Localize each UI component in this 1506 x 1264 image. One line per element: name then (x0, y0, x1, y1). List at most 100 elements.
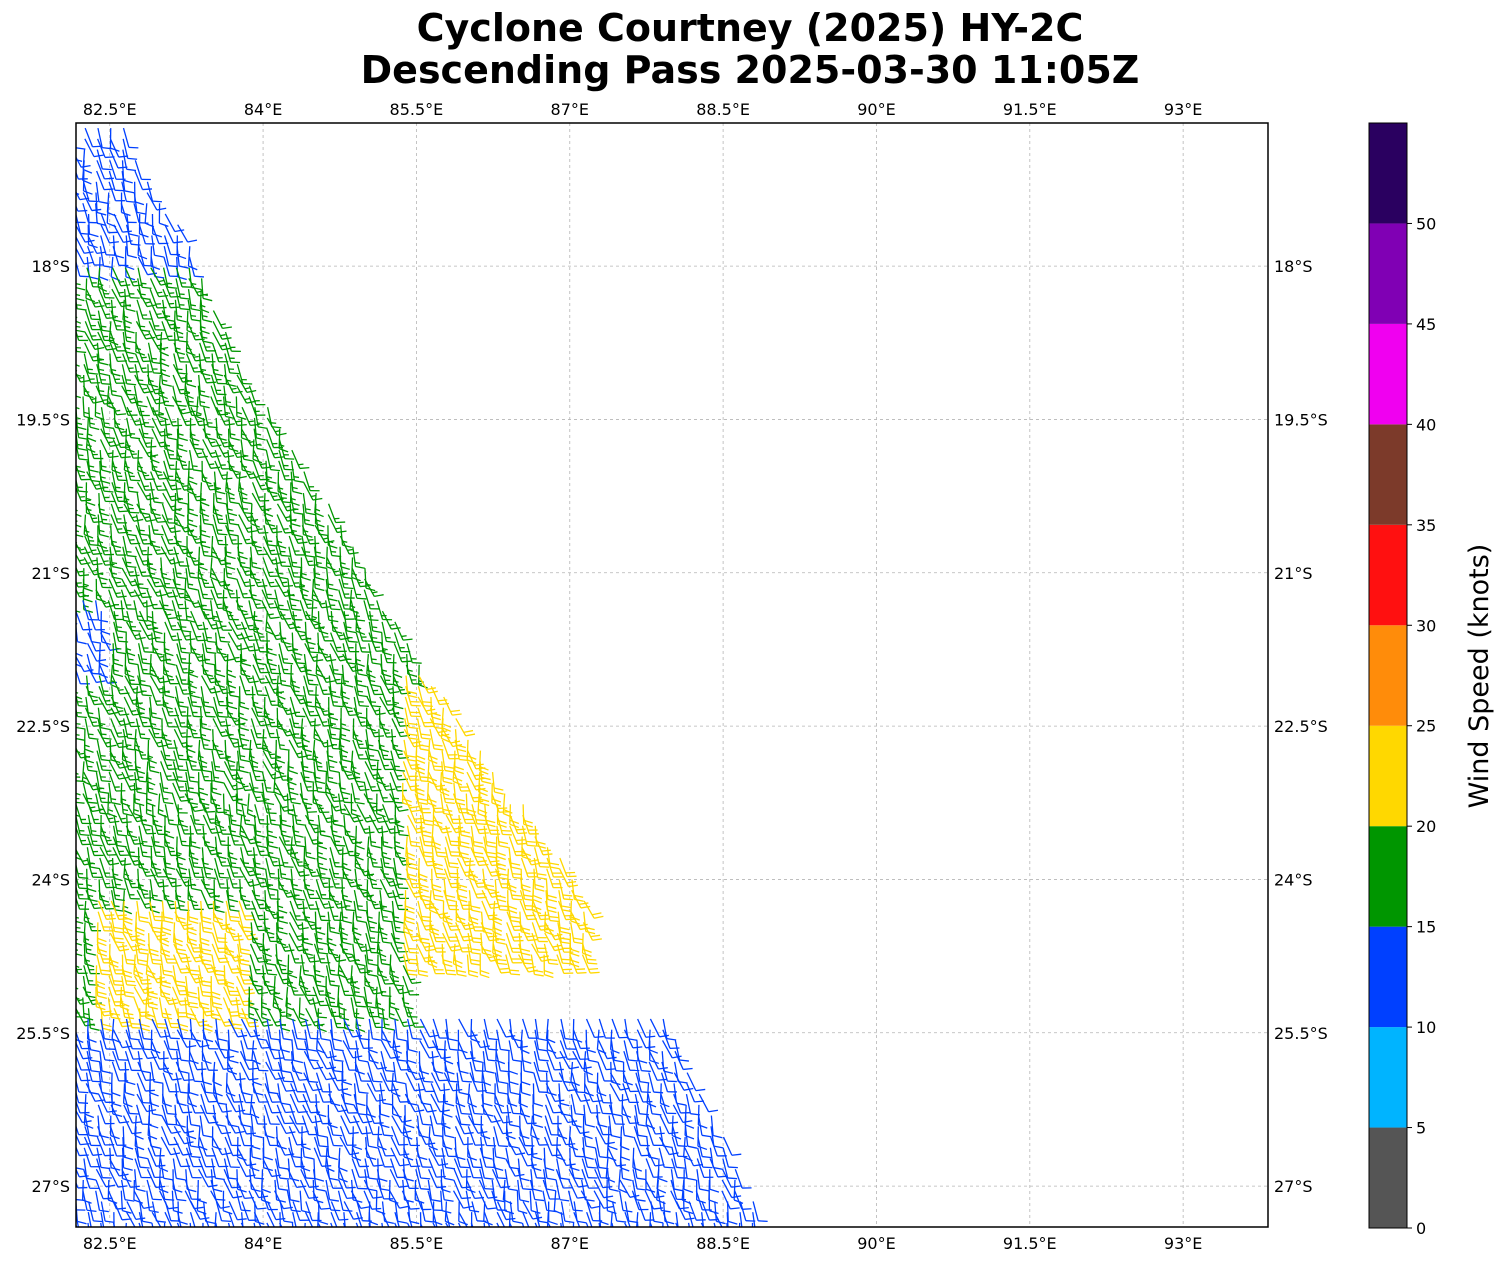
wind-barb (136, 696, 150, 720)
wind-barb (402, 761, 420, 781)
wind-barb (185, 557, 200, 579)
wind-barb (275, 954, 292, 975)
wind-barb (98, 654, 108, 679)
wind-barb (325, 568, 338, 591)
wind-barb (175, 675, 193, 695)
wind-barb (85, 503, 103, 523)
wind-barb (393, 857, 407, 880)
wind-barb (185, 954, 201, 976)
wind-barb (99, 846, 120, 866)
wind-barb (137, 664, 151, 687)
wind-barb (197, 589, 212, 611)
wind-barb (112, 836, 130, 856)
lon-tick-label-bottom: 87°E (551, 1234, 589, 1253)
wind-barb (467, 922, 483, 944)
wind-barb (159, 385, 175, 407)
wind-barb (240, 439, 254, 462)
wind-barb (100, 213, 118, 234)
wind-barb (150, 664, 170, 684)
wind-barb (237, 933, 251, 956)
wind-barb (211, 954, 226, 977)
wind-barb (496, 814, 512, 836)
wind-barb (121, 965, 137, 987)
wind-barb (343, 611, 357, 634)
wind-barb (161, 911, 172, 936)
wind-barb (543, 943, 559, 965)
wind-barb (146, 772, 158, 796)
wind-barb (185, 568, 198, 591)
wind-barb (227, 825, 245, 846)
wind-barb (366, 653, 376, 679)
wind-barb (201, 857, 216, 880)
wind-barb (237, 739, 250, 763)
wind-barb (149, 879, 163, 902)
wind-barb (184, 986, 199, 1009)
wind-barb (394, 621, 413, 641)
wind-barb (188, 868, 201, 891)
wind-barb (123, 696, 143, 716)
wind-barb (556, 954, 574, 975)
wind-barb (99, 450, 112, 473)
wind-barb (187, 493, 199, 517)
wind-barb (265, 847, 284, 867)
wind-barb (76, 814, 80, 817)
wind-barb (83, 954, 100, 975)
wind-barb (301, 922, 313, 946)
wind-barb (225, 890, 240, 912)
wind-barb (545, 900, 560, 923)
wind-barb (122, 353, 140, 373)
wind-barb (304, 836, 316, 860)
wind-barb (338, 589, 354, 610)
wind-barb (253, 428, 267, 451)
wind-barb (76, 463, 91, 481)
wind-barb (111, 868, 126, 890)
wind-barb (366, 686, 382, 708)
wind-barb (351, 975, 365, 998)
wind-barb (187, 889, 204, 911)
wind-barb (240, 643, 252, 667)
wind-barb (236, 750, 249, 774)
wind-barb (108, 578, 127, 598)
wind-barb (146, 589, 164, 610)
wind-barb (149, 278, 169, 298)
wind-barb (483, 825, 497, 848)
wind-barb (82, 396, 94, 420)
wind-barb (468, 890, 481, 913)
lon-tick-label-bottom: 85.5°E (390, 1234, 444, 1253)
wind-barb (228, 804, 242, 827)
wind-barb (375, 793, 386, 818)
wind-barb (403, 932, 419, 954)
wind-barb (98, 482, 115, 503)
wind-barb (110, 911, 124, 934)
wind-barb (150, 857, 167, 878)
wind-barb (377, 739, 394, 761)
wind-barb (86, 857, 103, 879)
wind-barb (177, 814, 194, 835)
wind-barb (379, 686, 397, 706)
wind-barb (253, 417, 266, 441)
wind-barb (314, 932, 329, 955)
wind-barb (391, 922, 405, 945)
wind-barb (148, 514, 164, 536)
wind-barb (134, 374, 154, 394)
wind-barb (338, 761, 359, 780)
wind-barb (212, 525, 229, 546)
wind-barb (378, 922, 393, 944)
wind-barb (200, 278, 213, 302)
wind-barb (87, 213, 99, 238)
wind-barb (455, 718, 476, 737)
wind-barb (350, 986, 366, 1008)
wind-barb (159, 568, 176, 589)
wind-barb (430, 879, 444, 902)
wind-barb (96, 750, 112, 772)
wind-barb (417, 707, 435, 728)
lon-tick-label-top: 91.5°E (1003, 100, 1057, 119)
wind-barb (100, 428, 120, 447)
wind-barb (414, 782, 428, 805)
wind-barb (174, 707, 191, 728)
wind-barb (300, 975, 316, 997)
wind-barb (224, 342, 241, 364)
wind-barb (198, 750, 212, 773)
wind-barb (108, 170, 125, 192)
lon-tick-label-bottom: 91.5°E (1003, 1234, 1057, 1253)
